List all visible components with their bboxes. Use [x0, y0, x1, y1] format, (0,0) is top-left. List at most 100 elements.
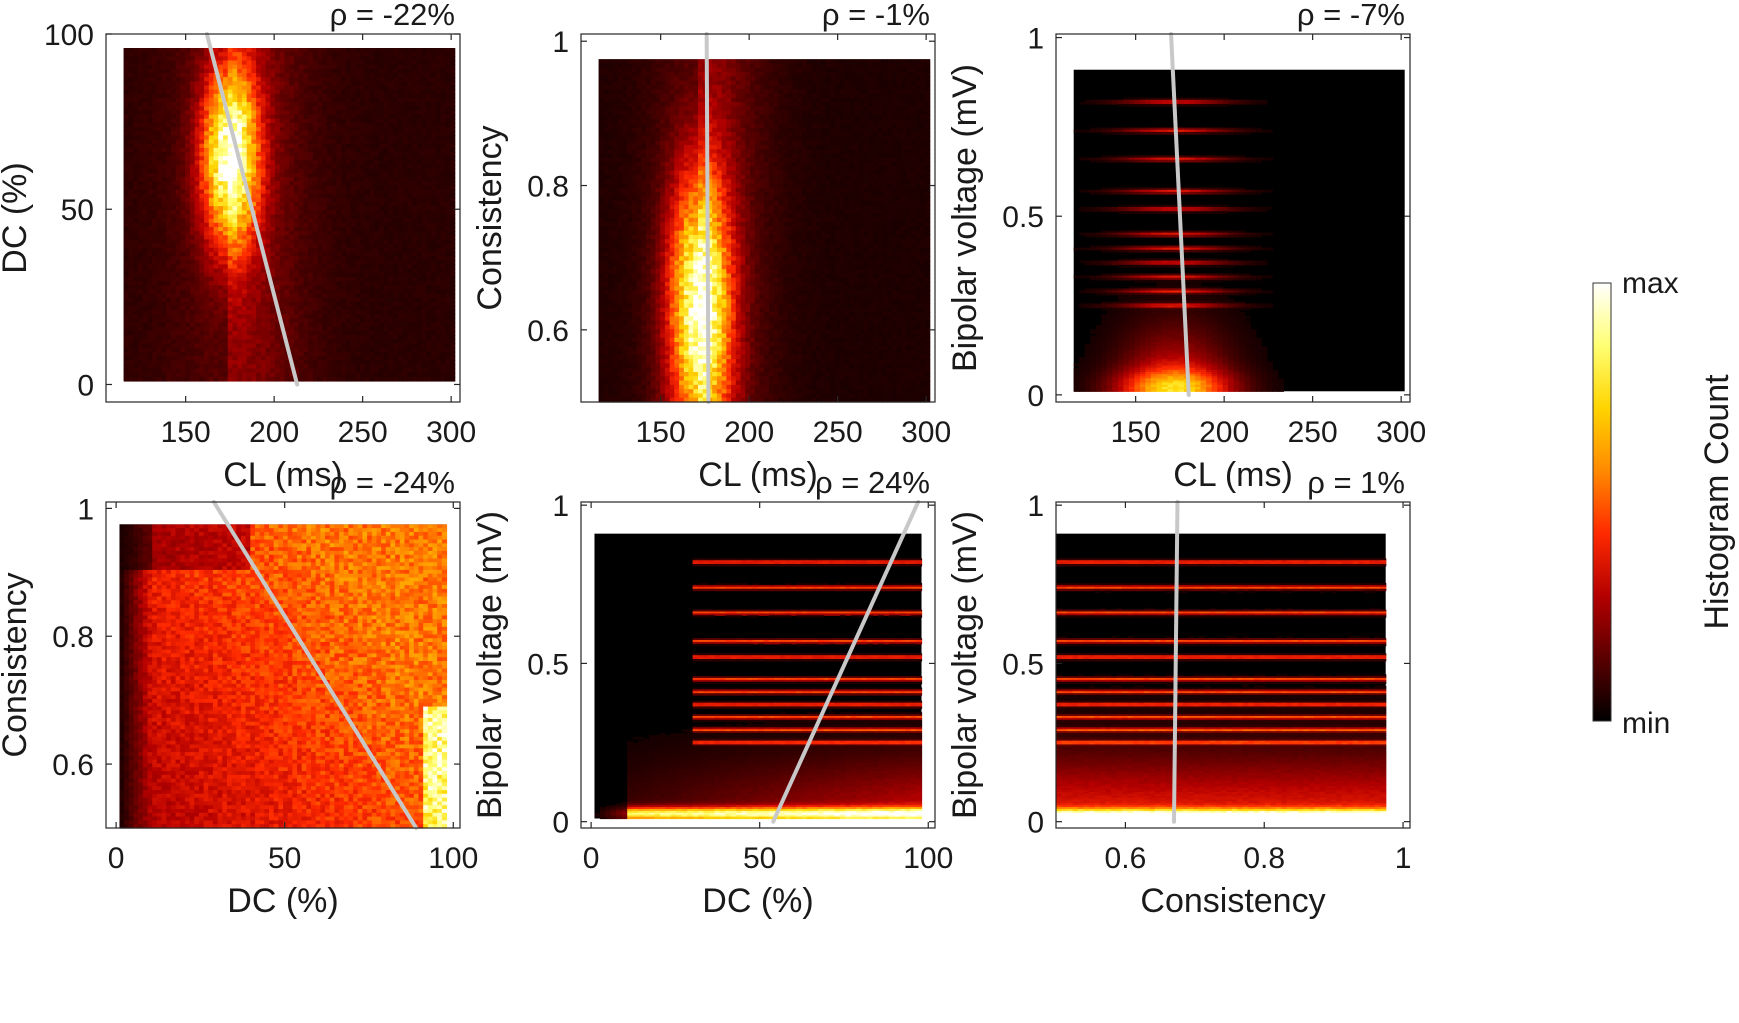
heatmap-cell [218, 69, 223, 74]
heatmap-cell [280, 73, 285, 78]
heatmap-cell [365, 56, 370, 61]
heatmap-cell [209, 94, 214, 99]
heatmap-cell [294, 119, 299, 124]
heatmap-cell [450, 98, 455, 103]
heatmap-cell [214, 98, 219, 103]
heatmap-cell [332, 102, 337, 107]
heatmap-cell [346, 81, 351, 86]
heatmap-cell [441, 61, 446, 66]
heatmap-cell [299, 52, 304, 57]
panels: 150 200 250 300050100CL (ms)DC (%)ρ = -22%1… [0, 0, 1426, 920]
heatmap-cell [303, 119, 308, 124]
heatmap-cell [388, 56, 393, 61]
heatmap-cell [388, 69, 393, 74]
heatmap-cell [332, 85, 337, 90]
heatmap-cell [355, 98, 360, 103]
heatmap-cell [388, 110, 393, 115]
heatmap-cell [365, 102, 370, 107]
heatmap-cell [431, 65, 436, 70]
heatmap-cell [223, 77, 228, 82]
heatmap-cell [280, 85, 285, 90]
heatmap-cell [228, 61, 233, 66]
heatmap-cell [176, 61, 181, 66]
heatmap-cell [247, 48, 252, 53]
heatmap-cell [270, 102, 275, 107]
heatmap-cell [128, 85, 133, 90]
heatmap-cell [157, 52, 162, 57]
heatmap-cell [270, 77, 275, 82]
heatmap-cell [190, 94, 195, 99]
heatmap-cell [180, 115, 185, 120]
heatmap-cell [327, 127, 332, 132]
heatmap-cell [247, 52, 252, 57]
heatmap-cell [157, 85, 162, 90]
heatmap-cell [412, 90, 417, 95]
heatmap-cell [284, 115, 289, 120]
heatmap-cell [195, 127, 200, 132]
heatmap-cell [360, 85, 365, 90]
heatmap-cell [441, 115, 446, 120]
heatmap-cell [147, 52, 152, 57]
heatmap-cell [289, 110, 294, 115]
heatmap-cell [232, 123, 237, 128]
heatmap-cell [355, 119, 360, 124]
heatmap-cell [280, 56, 285, 61]
heatmap-cell [355, 123, 360, 128]
heatmap-cell [436, 48, 441, 53]
heatmap-cell [261, 123, 266, 128]
heatmap-cell [251, 110, 256, 115]
heatmap-cell [261, 115, 266, 120]
heatmap-cell [185, 127, 190, 132]
heatmap-cell [436, 119, 441, 124]
heatmap-cell [195, 98, 200, 103]
heatmap-cell [379, 106, 384, 111]
heatmap-cell [133, 85, 138, 90]
heatmap-cell [379, 115, 384, 120]
heatmap-cell [185, 119, 190, 124]
heatmap-cell [162, 90, 167, 95]
heatmap-cell [275, 85, 280, 90]
heatmap-cell [450, 127, 455, 132]
heatmap-cell [294, 85, 299, 90]
heatmap-cell [379, 127, 384, 132]
heatmap-cell [128, 77, 133, 82]
heatmap-cell [152, 98, 157, 103]
heatmap-cell [346, 69, 351, 74]
heatmap-cell [176, 52, 181, 57]
heatmap-cell [124, 127, 129, 132]
heatmap-cell [280, 106, 285, 111]
heatmap-cell [214, 115, 219, 120]
heatmap-cell [275, 48, 280, 53]
heatmap-cell [237, 94, 242, 99]
heatmap-cell [256, 115, 261, 120]
heatmap-cell [398, 102, 403, 107]
heatmap-cell [426, 48, 431, 53]
heatmap-cell [152, 127, 157, 132]
heatmap-cell [365, 73, 370, 78]
heatmap-cell [289, 85, 294, 90]
heatmap-cell [289, 52, 294, 57]
heatmap-cell [199, 81, 204, 86]
heatmap-cell [412, 98, 417, 103]
heatmap-cell [143, 73, 148, 78]
heatmap-cell [294, 98, 299, 103]
heatmap-cell [124, 56, 129, 61]
heatmap-cell [138, 56, 143, 61]
heatmap-cell [322, 48, 327, 53]
heatmap-cell [346, 127, 351, 132]
heatmap-cell [218, 115, 223, 120]
heatmap-cell [336, 52, 341, 57]
heatmap-cell [351, 81, 356, 86]
heatmap-cell [162, 65, 167, 70]
heatmap-cell [346, 123, 351, 128]
heatmap-cell [299, 119, 304, 124]
heatmap-cell [128, 98, 133, 103]
heatmap-cell [147, 69, 152, 74]
heatmap-cell [190, 119, 195, 124]
heatmap-cell [422, 106, 427, 111]
heatmap-cell [195, 110, 200, 115]
heatmap-cell [426, 119, 431, 124]
heatmap-cell [445, 102, 450, 107]
heatmap-cell [384, 85, 389, 90]
heatmap-cell [403, 69, 408, 74]
